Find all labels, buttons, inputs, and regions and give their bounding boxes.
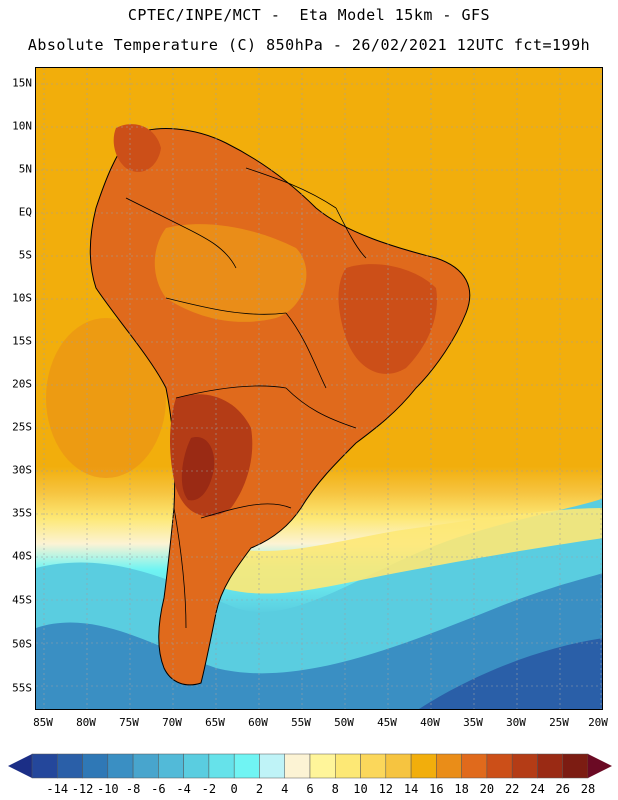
lon-label: 80W (76, 716, 96, 729)
colorbar-swatch (107, 753, 134, 779)
colorbar-swatch (436, 753, 462, 779)
amazon-warm-region (154, 224, 307, 322)
graticule (36, 68, 602, 709)
colorbar-tick-label: 4 (281, 782, 289, 796)
colorbar-swatch (309, 753, 336, 779)
colorbar-tick-label: 6 (306, 782, 314, 796)
colorbar-swatch (57, 753, 83, 779)
colorbar-tick-label: 14 (403, 782, 419, 796)
colorbar-tick-label: 12 (378, 782, 394, 796)
colorbar-swatch (132, 753, 159, 779)
lat-label: 40S (12, 549, 32, 563)
chart-title-line1: CPTEC/INPE/MCT - Eta Model 15km - GFS (127, 6, 491, 24)
colorbar-over-arrow (588, 754, 612, 778)
colorbar-swatch (537, 753, 563, 779)
colorbar-tick-label: -4 (176, 782, 191, 796)
southern-coldest-sea (419, 638, 602, 709)
lat-label: 30S (12, 463, 32, 477)
chart-title-line2: Absolute Temperature (C) 850hPa - 26/02/… (27, 36, 591, 54)
lon-label: 40W (420, 716, 440, 729)
lon-label: 55W (291, 716, 311, 729)
colorbar-tick-label: 18 (454, 782, 469, 796)
country-borders (125, 167, 367, 629)
colorbar-tick-label: -14 (46, 782, 69, 796)
temperature-map[interactable] (35, 67, 603, 710)
colorbar-swatch (158, 753, 184, 779)
colorbar-tick-label: 26 (555, 782, 570, 796)
colorbar-tick-label: -10 (96, 782, 119, 796)
andes-north-hot (113, 124, 161, 172)
colorbar-swatch (385, 753, 412, 779)
colorbar-swatch (31, 753, 58, 779)
lat-label: 55S (12, 681, 32, 695)
colorbar-tick-label: -2 (201, 782, 217, 796)
colorbar-swatch (82, 753, 109, 779)
colorbar-swatch (208, 753, 235, 779)
colorbar-tick-label: 20 (479, 782, 495, 796)
lat-label: 35S (12, 506, 32, 520)
colorbar-swatch (461, 753, 488, 779)
colorbar-tick-label: 24 (530, 782, 545, 796)
lat-label: 25S (12, 420, 32, 434)
colorbar-tick-label: 2 (255, 782, 264, 796)
lat-label: 5N (18, 162, 32, 176)
colorbar-tick-label: -12 (71, 782, 94, 796)
lon-label: 30W (506, 716, 526, 729)
lon-label: 20W (588, 716, 608, 729)
lon-label: 70W (162, 716, 182, 729)
colorbar-swatch (259, 753, 285, 779)
colorbar-swatch (360, 753, 387, 779)
lat-label: 45S (12, 593, 32, 607)
colorbar-swatch (284, 753, 311, 779)
colorbar-swatch (233, 753, 260, 779)
lon-label: 25W (549, 716, 569, 729)
lon-label: 65W (205, 716, 225, 729)
colorbar-tick-label: 8 (331, 782, 339, 796)
colorbar-tick-label: -6 (151, 782, 166, 796)
map-canvas (36, 68, 602, 709)
lat-label: 50S (12, 637, 32, 651)
pacific-warm-band (46, 318, 166, 478)
lat-label: 15N (12, 76, 32, 90)
colorbar-under-arrow (8, 754, 32, 778)
lat-label: 5S (18, 248, 32, 262)
lon-label: 50W (334, 716, 354, 729)
lon-label: 45W (377, 716, 397, 729)
lat-label: 10N (12, 119, 32, 133)
cool-band-atlantic (196, 508, 602, 594)
colorbar-swatch (183, 753, 210, 779)
lat-label: 15S (12, 334, 32, 348)
lon-label: 75W (119, 716, 139, 729)
lon-label: 60W (248, 716, 268, 729)
colorbar-swatch (511, 753, 538, 779)
colorbar-tick-label: 16 (429, 782, 444, 796)
colorbar-swatch (410, 753, 437, 779)
colorbar-swatch (335, 753, 361, 779)
lon-label: 85W (33, 716, 53, 729)
lon-label: 35W (463, 716, 483, 729)
colorbar-tick-label: 10 (353, 782, 368, 796)
colorbar-legend (8, 753, 612, 779)
lat-label: 10S (12, 291, 32, 305)
argentina-hottest-core (181, 437, 215, 501)
lat-label: 20S (12, 377, 32, 391)
colorbar-tick-label: 0 (230, 782, 238, 796)
lat-label: EQ (18, 205, 32, 219)
colorbar-tick-label: 28 (580, 782, 596, 796)
colorbar-swatch (486, 753, 513, 779)
colorbar-tick-label: -8 (125, 782, 141, 796)
colorbar-tick-label: 22 (504, 782, 520, 796)
colorbar-swatch (562, 753, 589, 779)
